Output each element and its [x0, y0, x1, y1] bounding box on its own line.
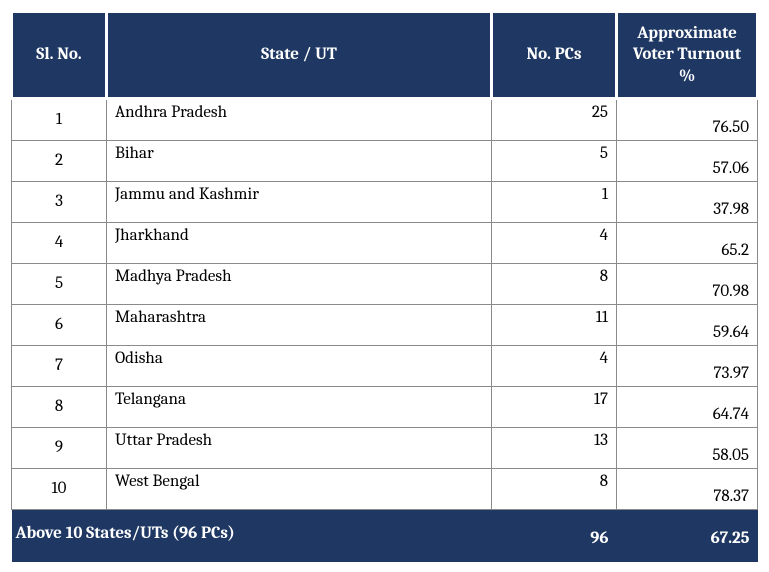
col-header-state: State / UT: [107, 12, 492, 99]
cell-sl: 8: [12, 386, 107, 427]
summary-pcs: 96: [492, 509, 617, 562]
table-row: 4 Jharkhand 4 65.2: [12, 222, 758, 263]
table-row: 3 Jammu and Kashmir 1 37.98: [12, 181, 758, 222]
col-header-sl: Sl. No.: [12, 12, 107, 99]
table-row: 7 Odisha 4 73.97: [12, 345, 758, 386]
cell-state: Jammu and Kashmir: [107, 181, 492, 222]
table-row: 8 Telangana 17 64.74: [12, 386, 758, 427]
table-row: 10 West Bengal 8 78.37: [12, 468, 758, 509]
cell-turnout: 59.64: [617, 304, 758, 345]
table-row: 1 Andhra Pradesh 25 76.50: [12, 98, 758, 140]
cell-pcs: 5: [492, 140, 617, 181]
cell-sl: 3: [12, 181, 107, 222]
cell-state: Bihar: [107, 140, 492, 181]
table-row: 5 Madhya Pradesh 8 70.98: [12, 263, 758, 304]
col-header-turnout-line2: Voter Turnout %: [633, 45, 741, 85]
cell-state: Uttar Pradesh: [107, 427, 492, 468]
cell-pcs: 4: [492, 222, 617, 263]
cell-turnout: 65.2: [617, 222, 758, 263]
table-row: 9 Uttar Pradesh 13 58.05: [12, 427, 758, 468]
table-row: 6 Maharashtra 11 59.64: [12, 304, 758, 345]
cell-pcs: 4: [492, 345, 617, 386]
cell-pcs: 17: [492, 386, 617, 427]
summary-turnout: 67.25: [617, 509, 758, 562]
cell-state: Andhra Pradesh: [107, 98, 492, 140]
cell-sl: 7: [12, 345, 107, 386]
cell-pcs: 25: [492, 98, 617, 140]
cell-state: Maharashtra: [107, 304, 492, 345]
col-header-pcs: No. PCs: [492, 12, 617, 99]
cell-state: Madhya Pradesh: [107, 263, 492, 304]
header-row: Sl. No. State / UT No. PCs Approximate V…: [12, 12, 758, 99]
cell-turnout: 76.50: [617, 98, 758, 140]
cell-pcs: 13: [492, 427, 617, 468]
table-row: 2 Bihar 5 57.06: [12, 140, 758, 181]
cell-sl: 5: [12, 263, 107, 304]
cell-turnout: 78.37: [617, 468, 758, 509]
cell-state: Telangana: [107, 386, 492, 427]
cell-turnout: 37.98: [617, 181, 758, 222]
cell-sl: 2: [12, 140, 107, 181]
summary-row: Above 10 States/UTs (96 PCs) 96 67.25: [12, 509, 758, 562]
cell-sl: 6: [12, 304, 107, 345]
cell-turnout: 57.06: [617, 140, 758, 181]
cell-pcs: 1: [492, 181, 617, 222]
cell-turnout: 70.98: [617, 263, 758, 304]
cell-sl: 4: [12, 222, 107, 263]
cell-pcs: 11: [492, 304, 617, 345]
cell-sl: 10: [12, 468, 107, 509]
col-header-turnout-line1: Approximate: [637, 24, 737, 43]
cell-state: Jharkhand: [107, 222, 492, 263]
cell-sl: 9: [12, 427, 107, 468]
cell-state: West Bengal: [107, 468, 492, 509]
voter-turnout-table: Sl. No. State / UT No. PCs Approximate V…: [10, 10, 759, 562]
cell-turnout: 64.74: [617, 386, 758, 427]
cell-pcs: 8: [492, 263, 617, 304]
summary-label: Above 10 States/UTs (96 PCs): [12, 509, 492, 562]
cell-sl: 1: [12, 98, 107, 140]
col-header-turnout: Approximate Voter Turnout %: [617, 12, 758, 99]
cell-state: Odisha: [107, 345, 492, 386]
cell-turnout: 58.05: [617, 427, 758, 468]
table-body: 1 Andhra Pradesh 25 76.50 2 Bihar 5 57.0…: [12, 98, 758, 562]
cell-turnout: 73.97: [617, 345, 758, 386]
cell-pcs: 8: [492, 468, 617, 509]
data-table: Sl. No. State / UT No. PCs Approximate V…: [10, 10, 759, 562]
